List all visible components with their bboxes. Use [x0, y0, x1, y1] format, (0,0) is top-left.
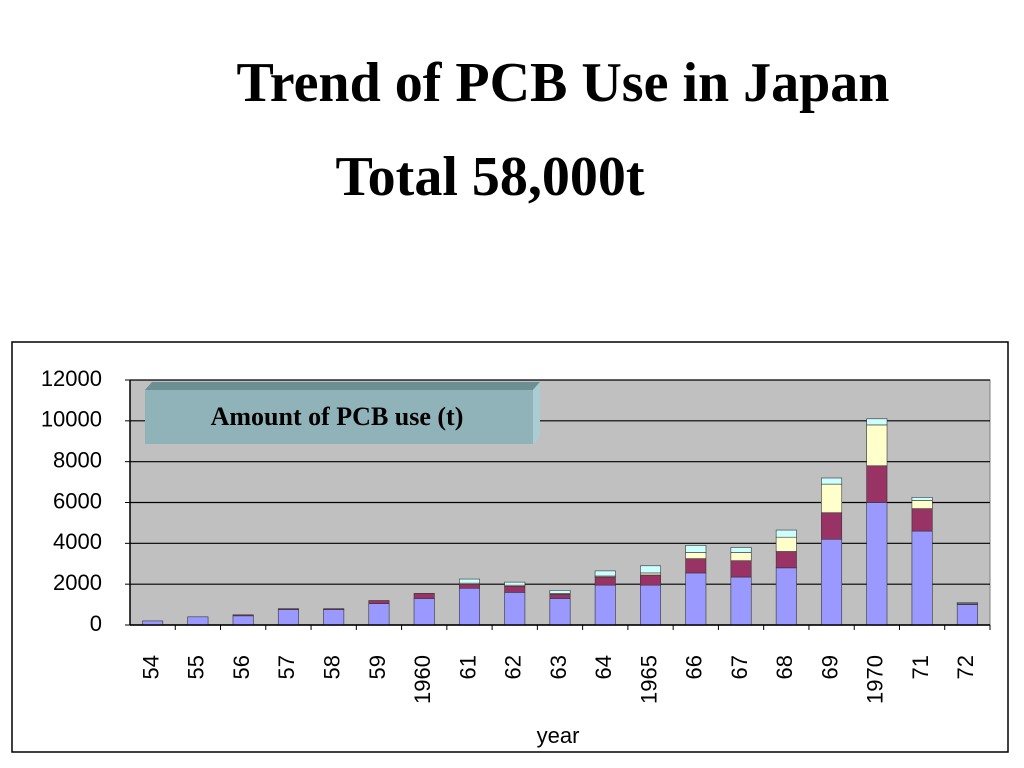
bar-segment: [956, 602, 978, 604]
y-tick-label: 8000: [53, 447, 102, 472]
bar-segment: [866, 424, 888, 467]
bar-segment: [504, 585, 526, 593]
x-tick-label: 71: [908, 655, 933, 679]
bar-segment: [504, 581, 526, 586]
bar-segment: [775, 536, 797, 552]
bar-segment: [504, 592, 526, 626]
annotation-box-side: [533, 382, 540, 444]
bar-segment: [821, 483, 843, 514]
y-tick-label: 2000: [53, 570, 102, 595]
bar-segment: [821, 477, 843, 485]
bar-segment: [730, 576, 752, 626]
x-tick-label: 1960: [410, 655, 435, 704]
bar-segment: [594, 584, 616, 626]
bar-segment: [821, 538, 843, 626]
annotation: Amount of PCB use (t): [211, 402, 464, 431]
bar-segment: [911, 500, 933, 509]
bar-segment: [187, 616, 209, 626]
bar-segment: [730, 552, 752, 561]
bar-segment: [277, 609, 299, 626]
bar-segment: [368, 603, 390, 626]
bar-segment: [549, 589, 571, 594]
bar-segment: [640, 584, 662, 626]
x-tick-label: 54: [138, 655, 163, 679]
bar-segment: [685, 545, 707, 553]
bar-segment: [458, 583, 480, 589]
bar-segment: [323, 608, 345, 610]
bar-segment: [640, 572, 662, 576]
x-tick-label: 72: [953, 655, 978, 679]
bar-segment: [277, 608, 299, 610]
bar-segment: [685, 572, 707, 626]
bar-segment: [685, 558, 707, 574]
annotation-box-top: [145, 382, 540, 390]
y-tick-label: 6000: [53, 488, 102, 513]
x-tick-label: 68: [772, 655, 797, 679]
y-tick-label: 0: [90, 611, 102, 636]
bar-segment: [232, 615, 254, 626]
bar-segment: [549, 594, 571, 599]
title: Trend of PCB Use in Japan: [237, 52, 890, 114]
x-tick-label: 62: [501, 655, 526, 679]
x-tick-label: 1970: [863, 655, 888, 704]
annotation-box: [145, 390, 533, 444]
bar-segment: [911, 530, 933, 626]
bar-segment: [232, 614, 254, 617]
x-tick-label: 58: [319, 655, 344, 679]
bar-segment: [685, 552, 707, 559]
x-tick-label: 1965: [636, 655, 661, 704]
x-tick-label: 63: [546, 655, 571, 679]
x-tick-label: 66: [682, 655, 707, 679]
bar-segment: [911, 497, 933, 501]
x-tick-label: 56: [229, 655, 254, 679]
bar-segment: [594, 570, 616, 577]
bar-segment: [866, 418, 888, 426]
bar-segment: [413, 593, 435, 599]
bar-segment: [775, 567, 797, 626]
bar-segment: [956, 604, 978, 626]
bar-segment: [458, 578, 480, 584]
bar-segment: [323, 609, 345, 626]
x-tick-label: 61: [455, 655, 480, 679]
bar-segment: [775, 529, 797, 538]
bar-segment: [911, 508, 933, 532]
bar-segment: [549, 598, 571, 626]
bar-segment: [413, 598, 435, 626]
x-tick-label: 69: [817, 655, 842, 679]
bar-segment: [730, 560, 752, 578]
bar-segment: [640, 565, 662, 574]
x-tick-label: 64: [591, 655, 616, 679]
x-tick-label: 59: [365, 655, 390, 679]
bar-segment: [594, 576, 616, 586]
bar-segment: [368, 600, 390, 604]
x-tick-label: 67: [727, 655, 752, 679]
bar-segment: [866, 502, 888, 626]
bar-segment: [775, 551, 797, 569]
y-tick-label: 4000: [53, 529, 102, 554]
x-tick-label: 55: [184, 655, 209, 679]
x-tick-label: 57: [274, 655, 299, 679]
y-tick-label: 12000: [41, 366, 102, 391]
bar-segment: [866, 465, 888, 503]
bar-segment: [730, 547, 752, 553]
bar-segment: [821, 512, 843, 540]
y-tick-label: 10000: [41, 407, 102, 432]
bar-segment: [458, 587, 480, 626]
bar-segment: [640, 574, 662, 586]
subtitle: Total 58,000t: [335, 146, 644, 208]
x-axis-label: year: [537, 723, 580, 748]
